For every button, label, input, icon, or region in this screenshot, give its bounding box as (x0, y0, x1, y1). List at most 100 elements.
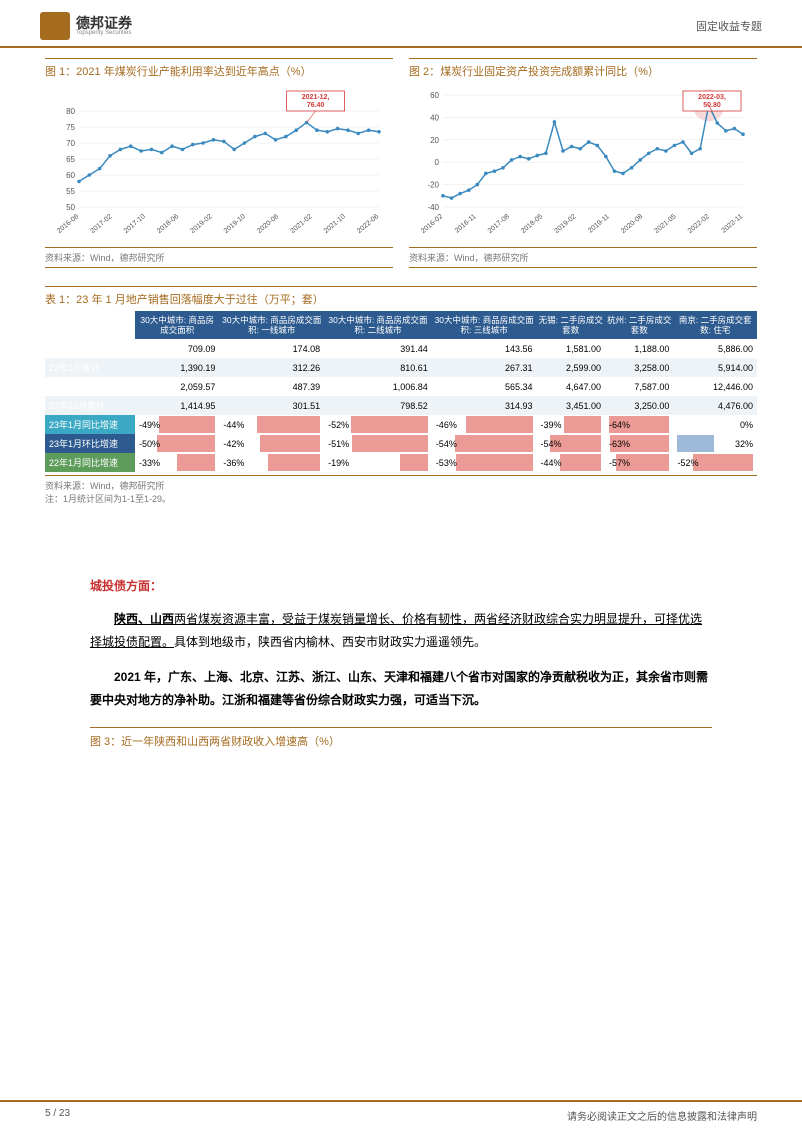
table-cell: 565.34 (432, 377, 537, 396)
table-cell: 4,647.00 (537, 377, 605, 396)
table-cell: 7,587.00 (605, 377, 673, 396)
table-note-text: 注：1月统计区间为1-1至1-29。 (45, 494, 171, 504)
chart-1-source: 资料来源：Wind，德邦研究所 (45, 247, 393, 268)
table-cell: 1,390.19 (135, 358, 219, 377)
table-1-source: 资料来源：Wind，德邦研究所 注：1月统计区间为1-1至1-29。 (45, 475, 757, 505)
svg-text:70: 70 (66, 139, 75, 148)
table-1: 30大中城市: 商品房成交面积30大中城市: 商品房成交面积: 一线城市30大中… (45, 311, 757, 472)
table-cell: 487.39 (219, 377, 324, 396)
svg-text:2018-05: 2018-05 (520, 213, 544, 235)
table-growth-row: 22年1月同比增速-33%-36%-19%-53%-44%-57%-52% (45, 453, 757, 472)
table-source-text: 资料来源：Wind，德邦研究所 (45, 481, 165, 491)
growth-cell: 0% (673, 415, 757, 434)
paragraph-1: 陕西、山西两省煤炭资源丰富，受益于煤炭销量增长、价格有韧性，两省经济财政综合实力… (90, 608, 712, 654)
growth-cell: -36% (219, 453, 324, 472)
growth-cell: -44% (537, 453, 605, 472)
chart-2-svg: -40-2002040602016-022016-112017-082018-0… (409, 83, 757, 243)
row-label: 23年1月累计 (45, 339, 135, 358)
svg-text:20: 20 (430, 136, 439, 145)
svg-text:60: 60 (66, 171, 75, 180)
table-cell: 314.93 (432, 396, 537, 415)
section-heading: 城投债方面： (90, 575, 712, 598)
p1-rest: 具体到地级市，陕西省内榆林、西安市财政实力遥遥领先。 (174, 635, 486, 649)
svg-text:2017-02: 2017-02 (89, 213, 113, 235)
svg-text:55: 55 (66, 187, 75, 196)
row-label: 23年1月同比增速 (45, 415, 135, 434)
table-1-title: 表 1：23 年 1 月地产销售回落幅度大于过往（万平；套） (45, 286, 757, 307)
table-cell: 810.61 (324, 358, 432, 377)
table-cell: 267.31 (432, 358, 537, 377)
growth-cell: -53% (432, 453, 537, 472)
paragraph-2: 2021 年，广东、上海、北京、江苏、浙江、山东、天津和福建八个省市对国家的净贡… (90, 666, 712, 712)
chart-1-title: 图 1：2021 年煤炭行业产能利用率达到近年高点（%） (45, 58, 393, 79)
p1-bold: 陕西、山西 (114, 612, 174, 626)
table-cell: 798.52 (324, 396, 432, 415)
table-cell: 174.08 (219, 339, 324, 358)
table-cell: 391.44 (324, 339, 432, 358)
table-cell: 1,581.00 (537, 339, 605, 358)
svg-text:2022-06: 2022-06 (356, 213, 380, 235)
row-label: 22年1月累计 (45, 358, 135, 377)
row-label: 21年1月累计 (45, 377, 135, 396)
row-label: 23年1月环比增速 (45, 434, 135, 453)
svg-text:2021-05: 2021-05 (653, 213, 677, 235)
chart-2: 图 2：煤炭行业固定资产投资完成额累计同比（%） -40-20020406020… (409, 58, 757, 268)
svg-text:2022-11: 2022-11 (721, 213, 745, 235)
svg-text:2016-02: 2016-02 (420, 213, 444, 235)
table-row: 22年1月累计1,390.19312.26810.61267.312,599.0… (45, 358, 757, 377)
table-cell: 5,914.00 (673, 358, 757, 377)
svg-text:2022-03,: 2022-03, (698, 94, 726, 101)
table-cell: 312.26 (219, 358, 324, 377)
page-header: 德邦证券 Topsperity Securities 固定收益专题 (0, 0, 802, 48)
table-cell: 3,451.00 (537, 396, 605, 415)
table-col-header: 南京: 二手房成交套数: 住宅 (673, 311, 757, 339)
table-col-header: 30大中城市: 商品房成交面积: 一线城市 (219, 311, 324, 339)
growth-cell: -54% (432, 434, 537, 453)
svg-text:75: 75 (66, 123, 75, 132)
svg-text:2016-06: 2016-06 (56, 213, 80, 235)
table-cell: 1,006.84 (324, 377, 432, 396)
table-row: 21年1月累计2,059.57487.391,006.84565.344,647… (45, 377, 757, 396)
body-text: 城投债方面： 陕西、山西两省煤炭资源丰富，受益于煤炭销量增长、价格有韧性，两省经… (45, 575, 757, 753)
svg-text:60: 60 (430, 91, 439, 100)
svg-text:2020-08: 2020-08 (620, 213, 644, 235)
table-cell: 5,886.00 (673, 339, 757, 358)
svg-text:65: 65 (66, 155, 75, 164)
p2-bold: 2021 年，广东、上海、北京、江苏、浙江、山东、天津和福建八个省市对国家的净贡… (90, 670, 708, 707)
svg-text:2021-02: 2021-02 (289, 213, 313, 235)
svg-text:2019-02: 2019-02 (553, 213, 577, 235)
header-category: 固定收益专题 (696, 18, 762, 34)
growth-cell: -64% (605, 415, 673, 434)
page-footer: 5 / 23 请务必阅读正文之后的信息披露和法律声明 (0, 1100, 802, 1123)
table-cell: 2,059.57 (135, 377, 219, 396)
growth-cell: -54% (537, 434, 605, 453)
table-cell: 143.56 (432, 339, 537, 358)
table-cell: 1,414.95 (135, 396, 219, 415)
svg-text:2020-06: 2020-06 (256, 213, 280, 235)
table-col-header: 30大中城市: 商品房成交面积: 二线城市 (324, 311, 432, 339)
table-col-header: 30大中城市: 商品房成交面积 (135, 311, 219, 339)
row-label: 22年1月同比增速 (45, 453, 135, 472)
growth-cell: -51% (324, 434, 432, 453)
svg-text:2019-10: 2019-10 (223, 213, 247, 235)
svg-text:2018-06: 2018-06 (156, 213, 180, 235)
table-growth-row: 23年1月同比增速-49%-44%-52%-46%-39%-64%0% (45, 415, 757, 434)
svg-text:2019-11: 2019-11 (587, 213, 611, 235)
table-cell: 3,250.00 (605, 396, 673, 415)
growth-cell: 32% (673, 434, 757, 453)
chart-1-svg: 505560657075802016-062017-022017-102018-… (45, 83, 393, 243)
svg-text:50: 50 (66, 203, 75, 212)
table-cell: 1,188.00 (605, 339, 673, 358)
table-col-header: 30大中城市: 商品房成交面积: 三线城市 (432, 311, 537, 339)
table-cell: 4,476.00 (673, 396, 757, 415)
growth-cell: -52% (673, 453, 757, 472)
table-cell: 3,258.00 (605, 358, 673, 377)
svg-text:2021-12,: 2021-12, (302, 94, 330, 101)
growth-cell: -42% (219, 434, 324, 453)
growth-cell: -63% (605, 434, 673, 453)
svg-text:2021-10: 2021-10 (323, 213, 347, 235)
growth-cell: -44% (219, 415, 324, 434)
table-col-header: 杭州: 二手房成交套数 (605, 311, 673, 339)
footer-disclaimer: 请务必阅读正文之后的信息披露和法律声明 (567, 1108, 757, 1123)
growth-cell: -50% (135, 434, 219, 453)
